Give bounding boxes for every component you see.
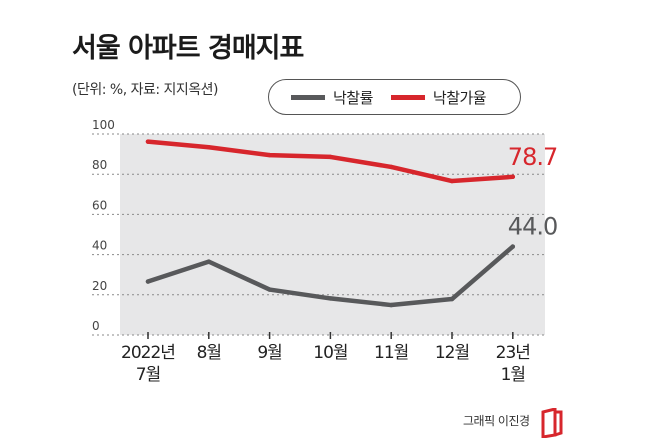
y-tick-label: 60 — [92, 198, 107, 212]
legend: 낙찰률 낙찰가율 — [268, 79, 521, 115]
end-value-label: 78.7 — [508, 143, 557, 171]
data-point — [389, 302, 394, 308]
publisher-logo-icon — [541, 408, 563, 438]
data-point — [328, 154, 333, 160]
end-value-label: 44.0 — [508, 213, 557, 241]
chart-subtitle: (단위: %, 자료: 지지옥션) — [72, 82, 219, 98]
legend-swatch-success-rate — [291, 94, 325, 100]
y-tick-label: 20 — [92, 279, 107, 293]
data-point — [389, 164, 394, 170]
y-tick-label: 40 — [92, 239, 107, 253]
data-point — [510, 174, 515, 180]
graphic-credit: 그래픽 이진경 — [463, 414, 530, 428]
data-point — [449, 178, 455, 184]
legend-swatch-price-ratio — [390, 94, 425, 100]
data-point — [328, 296, 333, 301]
y-tick-label: 80 — [92, 158, 107, 172]
legend-item-success-rate: 낙찰률 — [291, 87, 373, 108]
x-tick-label: 2022년 — [121, 343, 175, 363]
plot-area — [120, 134, 545, 335]
data-point — [267, 287, 272, 292]
x-tick-label: 10월 — [313, 343, 347, 363]
x-tick-label: 1월 — [501, 365, 525, 385]
data-point — [206, 259, 211, 264]
data-point — [267, 152, 272, 158]
legend-item-price-ratio: 낙찰가율 — [390, 87, 487, 108]
y-tick-label: 100 — [92, 118, 115, 132]
chart-title: 서울 아파트 경매지표 — [72, 33, 304, 64]
data-point — [206, 145, 211, 150]
x-tick-label: 9월 — [257, 343, 281, 363]
x-tick-label: 7월 — [136, 365, 160, 385]
data-point — [145, 139, 151, 144]
data-point — [510, 244, 515, 249]
data-point — [449, 296, 455, 302]
legend-label-price-ratio: 낙찰가율 — [432, 88, 487, 107]
x-tick-label: 11월 — [374, 343, 408, 363]
y-tick-label: 0 — [92, 319, 100, 333]
x-tick-label: 8월 — [197, 343, 221, 363]
x-tick-label: 23년 — [496, 343, 530, 363]
legend-label-success-rate: 낙찰률 — [333, 88, 373, 107]
data-point — [145, 279, 151, 284]
x-tick-label: 12월 — [435, 343, 469, 363]
